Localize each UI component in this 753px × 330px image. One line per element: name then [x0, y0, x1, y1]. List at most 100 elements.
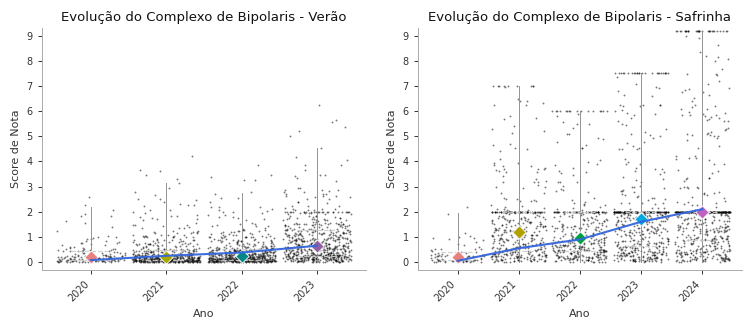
- Point: [509, 239, 521, 245]
- Point: [678, 209, 691, 214]
- Point: [492, 227, 505, 233]
- Point: [110, 234, 122, 239]
- Point: [556, 223, 569, 229]
- Point: [223, 255, 235, 261]
- Point: [83, 195, 95, 200]
- Point: [442, 212, 454, 217]
- Point: [715, 209, 727, 214]
- Point: [671, 214, 683, 219]
- Point: [528, 255, 540, 260]
- Point: [653, 233, 665, 238]
- Point: [681, 237, 694, 242]
- Point: [461, 258, 473, 264]
- Point: [154, 196, 166, 202]
- Point: [166, 238, 178, 243]
- Point: [320, 242, 332, 247]
- Point: [648, 252, 660, 258]
- Point: [327, 253, 339, 258]
- Point: [307, 254, 319, 260]
- Point: [550, 109, 562, 114]
- Point: [608, 209, 620, 214]
- Point: [191, 230, 203, 235]
- Point: [685, 250, 697, 255]
- Point: [498, 207, 511, 212]
- Point: [215, 195, 227, 200]
- Point: [238, 257, 250, 262]
- Point: [520, 146, 532, 151]
- Point: [503, 209, 515, 214]
- Point: [495, 236, 507, 241]
- Point: [233, 238, 245, 244]
- Point: [553, 235, 566, 240]
- Point: [718, 195, 730, 200]
- Point: [172, 255, 184, 260]
- Point: [265, 238, 277, 244]
- Point: [656, 235, 668, 240]
- Point: [626, 243, 639, 248]
- Point: [617, 187, 630, 193]
- Point: [700, 248, 712, 253]
- Point: [688, 102, 700, 107]
- Point: [669, 209, 681, 214]
- Point: [654, 259, 666, 264]
- Point: [578, 245, 590, 250]
- Point: [331, 234, 343, 239]
- Point: [514, 223, 526, 228]
- Point: [623, 250, 635, 255]
- Point: [225, 253, 237, 258]
- Point: [321, 217, 333, 222]
- Point: [316, 251, 328, 257]
- Point: [162, 258, 174, 263]
- Point: [509, 209, 521, 214]
- Point: [623, 201, 636, 206]
- Point: [222, 252, 234, 258]
- Point: [647, 229, 659, 235]
- Point: [660, 229, 672, 234]
- Point: [319, 249, 331, 255]
- Point: [575, 208, 587, 213]
- Point: [51, 228, 63, 233]
- Point: [512, 220, 524, 226]
- Point: [146, 253, 158, 258]
- Point: [557, 184, 569, 189]
- Point: [236, 241, 248, 247]
- Point: [626, 256, 639, 261]
- Point: [235, 258, 247, 263]
- Point: [229, 248, 241, 254]
- Point: [139, 173, 151, 178]
- Point: [501, 209, 513, 214]
- Point: [169, 258, 181, 263]
- Point: [332, 251, 344, 256]
- Point: [213, 252, 225, 258]
- Point: [267, 240, 279, 245]
- Point: [184, 252, 196, 257]
- Point: [248, 256, 261, 262]
- Point: [293, 258, 305, 263]
- Point: [691, 28, 703, 33]
- Point: [657, 251, 669, 257]
- Point: [220, 257, 232, 262]
- Point: [598, 253, 610, 258]
- Point: [287, 253, 299, 259]
- Point: [683, 210, 695, 215]
- Point: [500, 211, 512, 216]
- Point: [678, 202, 690, 207]
- Point: [191, 255, 203, 260]
- Point: [568, 243, 580, 248]
- Point: [713, 115, 725, 120]
- Point: [139, 258, 151, 263]
- Point: [337, 243, 349, 248]
- Point: [171, 230, 183, 236]
- Point: [242, 252, 254, 257]
- Point: [721, 253, 733, 259]
- Point: [130, 255, 142, 260]
- Point: [503, 212, 515, 217]
- Point: [332, 254, 344, 260]
- Point: [671, 209, 683, 214]
- Point: [340, 230, 352, 236]
- Point: [654, 252, 666, 257]
- Point: [633, 218, 645, 223]
- Point: [704, 209, 716, 214]
- Point: [626, 71, 639, 76]
- Point: [596, 259, 608, 264]
